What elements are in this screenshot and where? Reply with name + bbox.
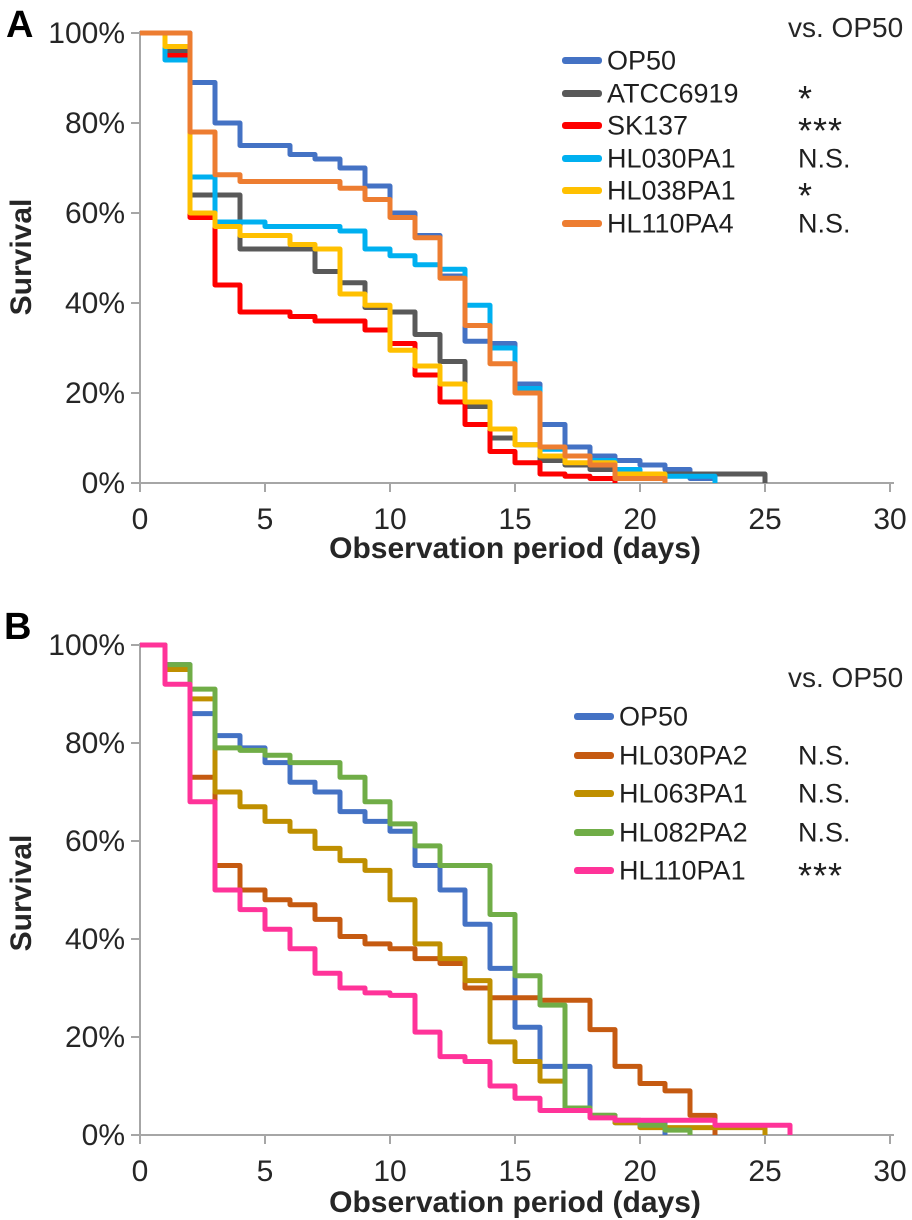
legend-swatch	[574, 828, 614, 836]
panel-label-a: A	[6, 4, 34, 46]
survival-curve-SK137	[140, 30, 618, 483]
significance-label: *	[798, 77, 814, 119]
legend-label: HL110PA4	[607, 208, 734, 239]
legend-swatch	[574, 867, 614, 875]
survival-chart-panel-a: 0% 20% 40% 60% 80% 100% 0 5 10 15 20 25 30	[48, 17, 906, 536]
legend-swatch	[562, 89, 602, 97]
x-axis-title-a: Observation period (days)	[329, 532, 701, 565]
y-tick-label: 40%	[65, 923, 125, 956]
significance-label: ***	[798, 110, 844, 152]
legend-label: HL063PA1	[619, 778, 748, 809]
legend-swatch	[562, 154, 602, 162]
legend-label: HL082PA2	[619, 817, 748, 848]
significance-label: N.S.	[798, 208, 851, 239]
significance-label: N.S.	[798, 778, 851, 809]
significance-label: N.S.	[798, 143, 851, 174]
legend-header-a: vs. OP50	[788, 12, 904, 43]
legend-item-OP50: OP50	[574, 698, 912, 737]
x-tick-label: 25	[748, 1155, 781, 1188]
significance-label: ***	[798, 855, 844, 897]
x-tick-label: 15	[498, 1155, 531, 1188]
y-tick-label: 80%	[65, 107, 125, 140]
x-tick-label: 30	[873, 1155, 906, 1188]
x-tick-label: 25	[748, 503, 781, 536]
legend-item-HL110PA4: HL110PA4 N.S.	[562, 208, 907, 241]
legend-panel-b: OP50 HL030PA2 N.S. HL063PA1 N.S. HL082PA2 N.S.…	[574, 698, 912, 896]
y-tick-label: 100%	[48, 629, 125, 662]
legend-swatch	[562, 219, 602, 227]
legend-item-HL110PA1: HL110PA1 ***	[574, 852, 912, 896]
y-tick-label: 0%	[82, 467, 125, 500]
legend-item-HL030PA1: HL030PA1 N.S.	[562, 143, 907, 176]
legend-swatch	[562, 187, 602, 195]
survival-curve-HL038PA1	[140, 30, 668, 483]
x-tick-label: 0	[132, 1155, 149, 1188]
significance-label: N.S.	[798, 740, 851, 771]
legend-item-HL038PA1: HL038PA1 *	[562, 175, 907, 216]
significance-label: *	[798, 175, 814, 217]
x-tick-label: 0	[132, 503, 149, 536]
legend-swatch	[574, 790, 614, 798]
survival-curve-HL110PA4	[140, 30, 668, 483]
legend-label: ATCC6919	[607, 78, 739, 109]
y-axis-title-a: Survival	[5, 198, 38, 316]
survival-curve-HL110PA1	[140, 642, 793, 1135]
x-tick-label: 10	[373, 1155, 406, 1188]
y-tick-label: 60%	[65, 825, 125, 858]
x-tick-label: 30	[873, 503, 906, 536]
legend-item-ATCC6919: ATCC6919 *	[562, 78, 907, 119]
legend-swatch	[562, 122, 602, 130]
legend-swatch	[562, 57, 602, 65]
y-axis-title-b: Survival	[5, 834, 38, 952]
legend-header-b: vs. OP50	[788, 662, 904, 693]
y-tick-label: 20%	[65, 377, 125, 410]
y-tick-label: 60%	[65, 197, 125, 230]
legend-item-HL063PA1: HL063PA1 N.S.	[574, 775, 912, 814]
legend-item-HL082PA2: HL082PA2 N.S.	[574, 814, 912, 853]
x-tick-label: 5	[257, 503, 274, 536]
legend-panel-a: OP50 ATCC6919 * SK137 *** HL030PA1 N.S. HL038PA…	[562, 45, 907, 240]
legend-label: HL110PA1	[619, 855, 746, 886]
y-tick-label: 40%	[65, 287, 125, 320]
legend-label: OP50	[619, 701, 689, 732]
legend-item-SK137: SK137 ***	[562, 110, 907, 151]
x-tick-label: 10	[373, 503, 406, 536]
x-tick-label: 20	[623, 503, 656, 536]
legend-label: HL030PA2	[619, 740, 748, 771]
legend-label: HL038PA1	[607, 175, 736, 206]
y-tick-label: 0%	[82, 1119, 125, 1152]
x-axis-title-b: Observation period (days)	[329, 1186, 701, 1219]
x-tick-label: 5	[257, 1155, 274, 1188]
legend-label: HL030PA1	[607, 143, 736, 174]
y-tick-label: 20%	[65, 1021, 125, 1054]
legend-label: SK137	[607, 110, 689, 141]
survival-curve-OP50	[140, 642, 668, 1135]
legend-swatch	[574, 713, 614, 721]
panel-label-b: B	[4, 606, 32, 648]
y-tick-label: 80%	[65, 727, 125, 760]
legend-swatch	[574, 751, 614, 759]
x-tick-label: 15	[498, 503, 531, 536]
survival-curve-HL030PA2	[140, 642, 718, 1135]
legend-item-OP50: OP50	[562, 45, 907, 78]
y-tick-label: 100%	[48, 17, 125, 50]
x-tick-label: 20	[623, 1155, 656, 1188]
legend-label: OP50	[607, 45, 677, 76]
legend-item-HL030PA2: HL030PA2 N.S.	[574, 737, 912, 776]
survival-chart-panel-b: 0% 20% 40% 60% 80% 100% 0 5 10 15 20 25 30	[48, 629, 906, 1188]
significance-label: N.S.	[798, 817, 851, 848]
